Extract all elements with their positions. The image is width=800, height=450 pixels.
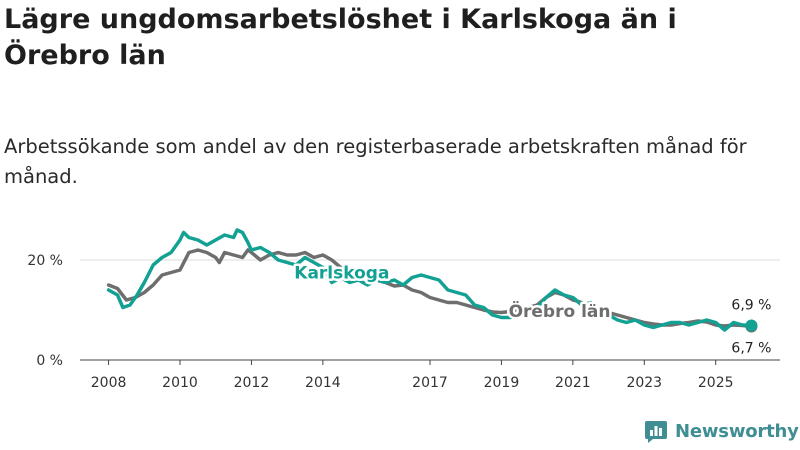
- x-tick-label: 2019: [484, 375, 520, 391]
- end-point-karlskoga: [745, 319, 758, 332]
- x-tick-label: 2008: [91, 375, 127, 391]
- x-tick-label: 2010: [162, 375, 198, 391]
- x-tick-label: 2021: [555, 375, 591, 391]
- annotation-orebro-l-n: Örebro län: [509, 300, 611, 322]
- chart-subtitle: Arbetssökande som andel av den registerb…: [4, 135, 747, 188]
- x-tick-label: 2017: [412, 375, 448, 391]
- end-labels: 6,9 % 6,7 %: [731, 298, 771, 357]
- y-axis: 0 % 20 %: [27, 253, 63, 369]
- series-line-karlskoga: [106, 228, 754, 332]
- end-label-orebro-l-n: 6,7 %: [731, 341, 771, 357]
- annotation-karlskoga: Karlskoga: [294, 264, 389, 284]
- end-label-karlskoga: 6,9 %: [731, 298, 771, 314]
- x-tick-label: 2023: [626, 375, 662, 391]
- series-lines: [106, 228, 754, 332]
- grid-lines: [80, 259, 780, 361]
- chart-title: Lägre ungdomsarbetslöshet i Karlskoga än…: [4, 4, 677, 71]
- series-annotations: Karlskoga Örebro län: [292, 261, 613, 325]
- brand-name: Newsworthy: [675, 420, 799, 442]
- brand-logo[interactable]: Newsworthy: [644, 419, 799, 443]
- y-tick-label: 0 %: [36, 353, 63, 369]
- series-line-orebro-l-n: [106, 248, 754, 329]
- x-tick-label: 2014: [305, 375, 341, 391]
- x-axis: 2008 2010 2012 2014 2017 2019 2021 2023 2025: [91, 360, 734, 391]
- y-tick-label: 20 %: [27, 253, 63, 269]
- x-tick-label: 2012: [234, 375, 270, 391]
- x-tick-label: 2025: [698, 375, 734, 391]
- newsworthy-logo-icon: [645, 421, 667, 443]
